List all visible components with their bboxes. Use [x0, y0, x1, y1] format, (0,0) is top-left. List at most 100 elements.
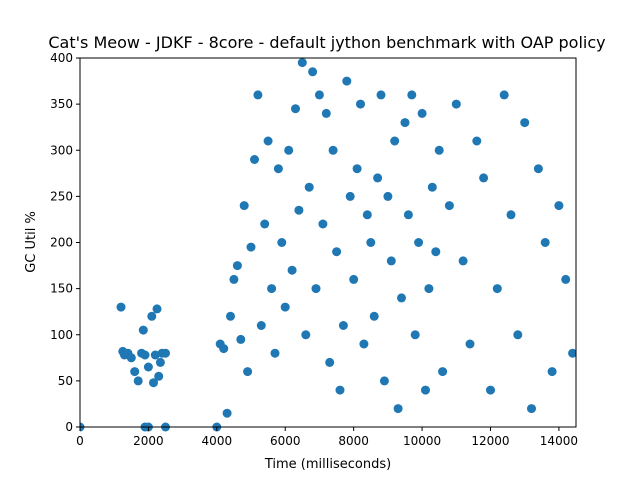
- data-point: [267, 284, 277, 294]
- data-point: [328, 145, 338, 155]
- data-point: [561, 274, 571, 284]
- data-point: [239, 201, 249, 211]
- data-point: [397, 293, 406, 303]
- data-point: [366, 238, 376, 247]
- data-point: [318, 219, 328, 229]
- data-point: [400, 118, 410, 128]
- data-point: [152, 304, 162, 314]
- data-point: [421, 385, 430, 395]
- data-point: [291, 104, 300, 114]
- data-point: [253, 90, 263, 100]
- data-point: [424, 284, 434, 294]
- data-point: [155, 357, 165, 367]
- data-point: [260, 219, 270, 229]
- data-point: [373, 173, 383, 183]
- data-point: [342, 76, 352, 86]
- data-point: [143, 362, 153, 372]
- data-point: [314, 90, 324, 100]
- y-tick-label: 250: [50, 189, 73, 203]
- data-point: [427, 182, 437, 192]
- data-point: [554, 201, 564, 211]
- data-point: [434, 145, 444, 155]
- y-tick-label: 350: [50, 97, 73, 111]
- data-point: [226, 311, 235, 321]
- data-point: [270, 348, 280, 358]
- data-point: [403, 210, 413, 220]
- data-point: [338, 321, 348, 330]
- data-point: [161, 348, 170, 358]
- data-points: [80, 58, 576, 432]
- x-tick-label: 0: [76, 434, 84, 448]
- data-point: [229, 274, 239, 284]
- data-point: [359, 339, 369, 349]
- x-tick-label: 4000: [202, 434, 233, 448]
- data-point: [273, 164, 283, 174]
- data-point: [301, 330, 311, 340]
- data-point: [147, 311, 157, 321]
- data-point: [465, 339, 475, 349]
- data-point: [294, 205, 304, 215]
- data-point: [321, 108, 331, 118]
- data-point: [243, 367, 253, 377]
- data-point: [304, 182, 314, 192]
- data-point: [325, 357, 335, 367]
- x-tick-label: 10000: [403, 434, 441, 448]
- data-point: [335, 385, 345, 395]
- x-tick-label: 2000: [133, 434, 164, 448]
- data-point: [383, 191, 393, 201]
- data-point: [219, 344, 229, 354]
- data-point: [126, 353, 136, 363]
- data-point: [138, 325, 148, 335]
- data-point: [287, 265, 297, 275]
- y-tick-label: 100: [50, 328, 73, 342]
- data-point: [150, 350, 160, 360]
- data-point: [297, 58, 307, 68]
- x-tick-label: 8000: [338, 434, 369, 448]
- data-point: [280, 302, 290, 312]
- data-point: [352, 164, 362, 174]
- data-point: [444, 201, 454, 211]
- data-point: [438, 367, 448, 377]
- data-point: [410, 330, 420, 340]
- y-tick-label: 50: [58, 374, 73, 388]
- data-point: [499, 90, 509, 100]
- y-axis: 0 50 100 150 200 250 300 350 400: [50, 51, 80, 434]
- data-point: [472, 136, 482, 146]
- data-point: [393, 404, 403, 414]
- data-point: [362, 210, 372, 220]
- data-point: [417, 108, 427, 118]
- data-point: [232, 261, 242, 271]
- data-point: [533, 164, 543, 174]
- data-point: [149, 378, 158, 388]
- data-point: [513, 330, 523, 340]
- data-point: [236, 334, 246, 344]
- data-point: [277, 238, 287, 247]
- data-point: [250, 155, 259, 164]
- data-point: [492, 284, 502, 294]
- data-point: [332, 247, 342, 257]
- data-point: [376, 90, 386, 100]
- y-tick-label: 150: [50, 282, 73, 296]
- data-point: [568, 348, 576, 358]
- data-point: [486, 385, 495, 395]
- data-point: [379, 376, 389, 386]
- data-point: [386, 256, 396, 266]
- data-point: [133, 376, 143, 386]
- data-point: [284, 145, 294, 155]
- data-point: [479, 173, 489, 183]
- y-tick-label: 200: [50, 236, 73, 250]
- data-point: [356, 99, 365, 109]
- data-point: [349, 274, 359, 284]
- x-axis-label: Time (milliseconds): [264, 457, 391, 472]
- data-point: [256, 321, 266, 330]
- data-point: [140, 350, 150, 360]
- chart-title: Cat's Meow - JDKF - 8core - default jyth…: [48, 33, 605, 52]
- data-point: [154, 371, 164, 381]
- data-point: [311, 284, 321, 294]
- data-point: [407, 90, 417, 100]
- data-point: [431, 247, 441, 257]
- data-point: [246, 242, 256, 252]
- x-axis: 0 2000 4000 6000 8000 10000 12000 14000: [76, 427, 578, 448]
- data-point: [130, 367, 140, 377]
